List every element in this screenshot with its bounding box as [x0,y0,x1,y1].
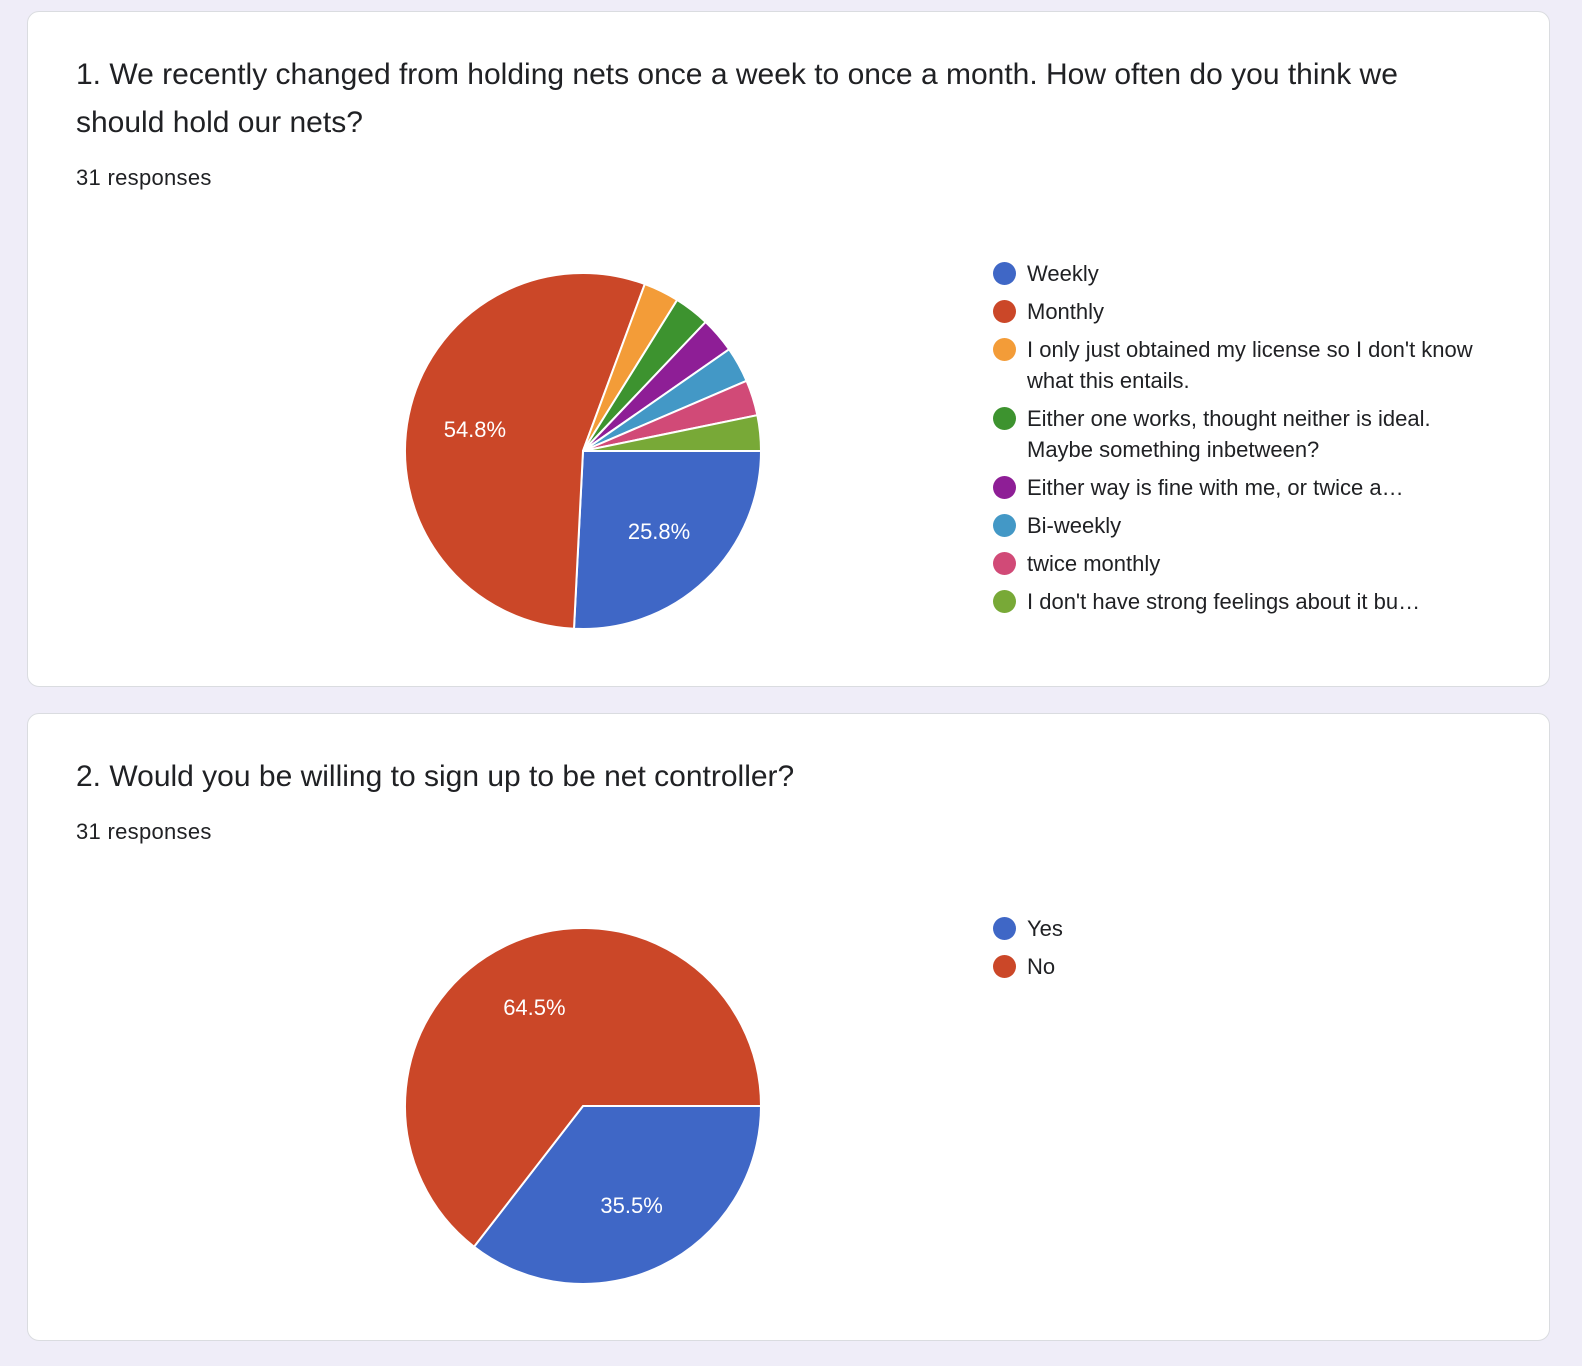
legend-swatch [993,514,1016,537]
pie-slice-1 [404,272,647,630]
legend-item: Weekly [993,258,1473,289]
legend-item: I only just obtained my license so I don… [993,334,1473,396]
legend-item: I don't have strong feelings about it bu… [993,586,1473,617]
response-count: 31 responses [76,819,212,844]
legend-item: No [993,951,1473,982]
legend-item: Yes [993,913,1473,944]
legend-swatch [993,917,1016,940]
slice-percent-label: 35.5% [600,1193,662,1218]
slice-percent-label: 54.8% [444,417,506,442]
pie-chart-1: 25.8% 54.8% [404,272,763,630]
legend-label: twice monthly [1027,551,1161,576]
legend-swatch [993,407,1016,430]
legend-label: Yes [1027,916,1063,941]
legend-swatch [993,476,1016,499]
legend-label: I only just obtained my license so I don… [1027,337,1473,393]
pie-slice-0 [472,1105,763,1285]
legend-item: Bi-weekly [993,510,1473,541]
response-count: 31 responses [76,165,212,190]
legend-label: Weekly [1027,261,1099,286]
slice-percent-label: 64.5% [503,995,565,1020]
legend-item: Either one works, thought neither is ide… [993,403,1473,465]
slice-percent-label: 25.8% [628,519,690,544]
legend-swatch [993,262,1016,285]
pie-slice-1 [404,927,763,1249]
legend-item: Either way is fine with me, or twice a… [993,472,1473,503]
chart-legend-1: Weekly Monthly I only just obtained my lic… [993,258,1473,624]
legend-label: Monthly [1027,299,1105,324]
question-title: 1. We recently changed from holding nets… [76,58,1398,139]
legend-label: Bi-weekly [1027,513,1122,538]
pie-slice-7 [582,413,763,452]
question-card-2: 2. Would you be willing to sign up to be… [27,713,1550,1341]
pie-chart-2: 35.5% 64.5% [404,927,763,1285]
legend-label: Either one works, thought neither is ide… [1027,406,1431,462]
legend-label: Either way is fine with me, or twice a… [1027,475,1404,500]
legend-swatch [993,590,1016,613]
legend-item: twice monthly [993,548,1473,579]
legend-label: I don't have strong feelings about it bu… [1027,589,1421,614]
legend-label: No [1027,954,1056,979]
question-title: 2. Would you be willing to sign up to be… [76,760,795,793]
legend-swatch [993,955,1016,978]
legend-item: Monthly [993,296,1473,327]
legend-swatch [993,552,1016,575]
legend-swatch [993,300,1016,323]
chart-legend-2: Yes No [993,913,1473,989]
legend-swatch [993,338,1016,361]
question-card-1: 1. We recently changed from holding nets… [27,11,1550,687]
pie-slice-0 [572,450,763,630]
